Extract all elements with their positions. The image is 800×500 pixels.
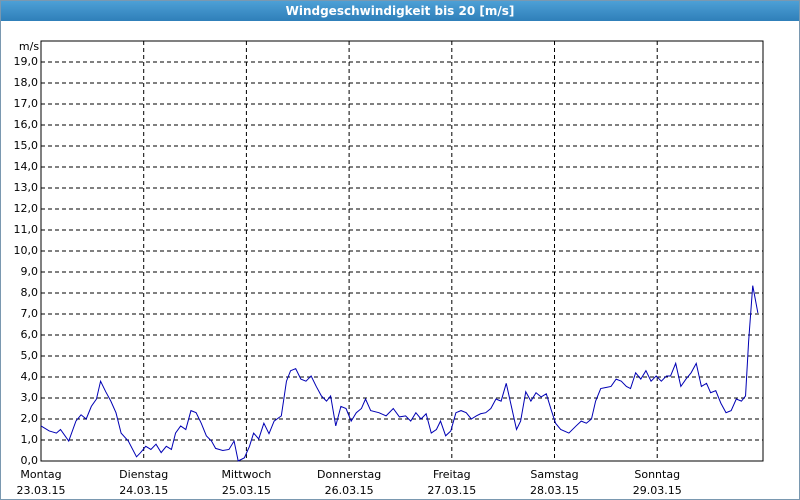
x-tick-date: 29.03.15 bbox=[633, 484, 682, 497]
y-tick-label: 7,0 bbox=[21, 307, 39, 320]
y-tick-label: 8,0 bbox=[21, 286, 39, 299]
x-tick-label: Montag bbox=[20, 468, 61, 481]
x-tick-label: Freitag bbox=[433, 468, 471, 481]
x-tick-date: 24.03.15 bbox=[119, 484, 168, 497]
x-tick-label: Sonntag bbox=[634, 468, 680, 481]
y-tick-label: 3,0 bbox=[21, 391, 39, 404]
y-tick-label: 19,0 bbox=[14, 55, 39, 68]
x-tick-date: 28.03.15 bbox=[530, 484, 579, 497]
y-tick-label: 10,0 bbox=[14, 244, 39, 257]
y-tick-label: 14,0 bbox=[14, 160, 39, 173]
y-tick-label: 4,0 bbox=[21, 370, 39, 383]
title-bar: Windgeschwindigkeit bis 20 [m/s] bbox=[1, 1, 799, 21]
x-tick-date: 23.03.15 bbox=[17, 484, 66, 497]
x-tick-label: Dienstag bbox=[119, 468, 168, 481]
y-tick-label: 12,0 bbox=[14, 202, 39, 215]
x-tick-label: Samstag bbox=[530, 468, 578, 481]
wind-line bbox=[40, 285, 759, 462]
y-tick-label: 16,0 bbox=[14, 118, 39, 131]
y-unit: m/s bbox=[19, 40, 39, 53]
y-tick-label: 11,0 bbox=[14, 223, 39, 236]
x-tick-label: Donnerstag bbox=[317, 468, 381, 481]
y-tick-label: 15,0 bbox=[14, 139, 39, 152]
y-tick-label: 2,0 bbox=[21, 412, 39, 425]
y-tick-label: 1,0 bbox=[21, 433, 39, 446]
y-tick-label: 17,0 bbox=[14, 97, 39, 110]
y-tick-label: 13,0 bbox=[14, 181, 39, 194]
y-tick-label: 18,0 bbox=[14, 76, 39, 89]
y-tick-label: 0,0 bbox=[21, 454, 39, 467]
x-tick-date: 26.03.15 bbox=[325, 484, 374, 497]
y-tick-label: 6,0 bbox=[21, 328, 39, 341]
y-tick-label: 5,0 bbox=[21, 349, 39, 362]
y-tick-label: 9,0 bbox=[21, 265, 39, 278]
x-tick-date: 27.03.15 bbox=[427, 484, 476, 497]
x-tick-label: Mittwoch bbox=[221, 468, 271, 481]
x-tick-date: 25.03.15 bbox=[222, 484, 271, 497]
